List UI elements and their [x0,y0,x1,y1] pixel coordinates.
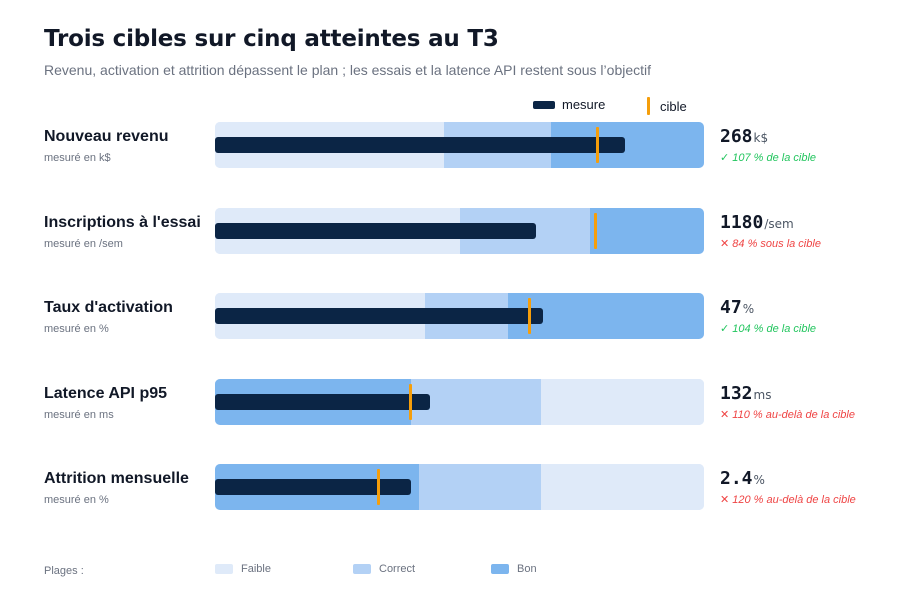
range-label: Correct [379,563,416,575]
value-unit: /sem [764,217,794,231]
bullet-row: Inscriptions à l'essai mesuré en /sem 11… [0,208,900,254]
bullet-track [215,122,704,168]
measure-bar [215,479,411,495]
status-text: ✕ 110 % au-delà de la cible [720,409,855,421]
target-marker [409,384,413,420]
chart-subtitle: Revenu, activation et attrition dépassen… [44,62,652,78]
range-swatch-faible [215,564,233,574]
row-value: 1180/sem [720,212,794,233]
bullet-row: Attrition mensuelle mesuré en % 2.4% ✕ 1… [0,464,900,510]
legend-measure-label: mesure [562,97,606,112]
status-text: ✓ 107 % de la cible [720,152,817,164]
target-marker [593,213,597,249]
range-band-faible [541,379,704,425]
value-number: 2.4 [720,468,753,489]
row-label: Taux d'activation [44,299,173,316]
bullet-row: Taux d'activation mesuré en % 47% ✓ 104 … [0,293,900,339]
range-band-bon [589,208,704,254]
measure-bar [215,308,544,324]
measure-bar [215,394,431,410]
bullet-track [215,464,704,510]
measure-bar [215,223,536,239]
legend-target-label: cible [660,98,687,114]
range-legend-correct: Correct [353,563,415,575]
bullet-track [215,293,704,339]
bullet-row: Nouveau revenu mesuré en k$ 268k$ ✓ 107 … [0,122,900,168]
row-value: 47% [720,297,754,318]
row-value: 2.4% [720,468,765,489]
target-marker [595,127,599,163]
status-text: ✓ 104 % de la cible [720,323,817,335]
row-unit-label: mesuré en /sem [44,238,123,250]
chart-title: Trois cibles sur cinq atteintes au T3 [44,26,499,52]
value-unit: k$ [753,131,769,145]
measure-bar [215,137,625,153]
bullet-track [215,379,704,425]
legend-item-target: cible [647,97,687,115]
row-label: Nouveau revenu [44,128,169,145]
measure-swatch [533,100,555,109]
range-label: Bon [517,563,537,575]
legend-item-measure: mesure [533,97,605,112]
value-unit: % [742,302,755,316]
target-marker [527,298,531,334]
row-unit-label: mesuré en % [44,323,109,335]
target-marker [376,469,380,505]
value-unit: ms [753,388,772,402]
row-value: 132ms [720,383,771,404]
row-unit-label: mesuré en k$ [44,152,111,164]
row-unit-label: mesuré en ms [44,409,114,421]
value-number: 1180 [720,212,764,233]
range-legend-bon: Bon [491,563,537,575]
target-swatch [647,97,650,115]
row-label: Attrition mensuelle [44,470,189,487]
bullet-row: Latence API p95 mesuré en ms 132ms ✕ 110… [0,379,900,425]
value-number: 268 [720,126,753,147]
status-text: ✕ 120 % au-delà de la cible [720,494,856,506]
range-legend-faible: Faible [215,563,271,575]
row-unit-label: mesuré en % [44,494,109,506]
row-value: 268k$ [720,126,768,147]
range-label: Faible [241,563,271,575]
range-band-faible [541,464,704,510]
value-number: 132 [720,383,753,404]
row-label: Latence API p95 [44,385,168,402]
range-swatch-correct [353,564,371,574]
range-band-correct [418,464,541,510]
ranges-legend-title: Plages : [44,565,84,577]
range-swatch-bon [491,564,509,574]
range-band-correct [410,379,541,425]
value-unit: % [753,473,765,487]
value-number: 47 [720,297,742,318]
bullet-track [215,208,704,254]
status-text: ✕ 84 % sous la cible [720,238,821,250]
row-label: Inscriptions à l'essai [44,214,201,231]
